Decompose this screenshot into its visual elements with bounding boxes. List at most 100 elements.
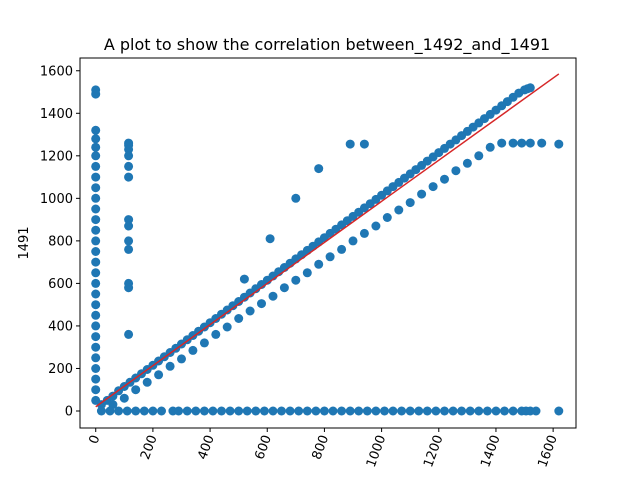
data-point xyxy=(348,236,358,246)
data-point xyxy=(371,406,381,416)
data-point xyxy=(405,198,415,208)
data-point xyxy=(245,306,255,316)
data-point xyxy=(359,139,369,149)
data-point xyxy=(234,406,244,416)
data-point xyxy=(91,215,101,225)
data-point xyxy=(414,406,424,416)
data-point xyxy=(294,406,304,416)
data-point xyxy=(508,138,518,148)
data-point xyxy=(165,361,175,371)
data-point xyxy=(279,283,289,293)
x-tick-label: 1200 xyxy=(421,433,446,469)
x-tick-label: 800 xyxy=(310,433,333,461)
y-tick-label: 0 xyxy=(65,404,73,419)
data-point xyxy=(239,274,249,284)
data-point xyxy=(124,236,134,246)
data-point xyxy=(265,234,275,244)
data-point xyxy=(91,151,101,161)
fit-line-group xyxy=(95,73,560,408)
x-tick-label: 400 xyxy=(195,433,218,461)
y-axis-ticks: 0 200 400 600 800 1000 1200 1400 1600 xyxy=(40,64,80,419)
data-point xyxy=(91,353,101,363)
data-point xyxy=(91,321,101,331)
x-axis-ticks: 0 200 400 600 800 1000 1200 1400 1600 xyxy=(87,428,561,469)
data-point xyxy=(91,204,101,214)
data-point xyxy=(537,138,547,148)
data-point xyxy=(124,144,134,154)
data-point xyxy=(142,377,152,387)
data-point xyxy=(91,172,101,182)
data-point xyxy=(314,259,324,269)
data-point xyxy=(462,158,472,168)
data-point xyxy=(531,406,541,416)
data-point xyxy=(91,364,101,373)
data-point xyxy=(451,166,461,176)
data-point xyxy=(91,225,101,235)
data-point xyxy=(465,406,475,416)
data-point xyxy=(199,338,209,348)
data-point xyxy=(91,268,101,278)
y-tick-label: 400 xyxy=(48,319,73,334)
data-point xyxy=(345,406,355,416)
data-point xyxy=(91,342,101,352)
data-point xyxy=(91,289,101,299)
data-point xyxy=(108,391,118,401)
data-point xyxy=(91,310,101,320)
y-tick-label: 600 xyxy=(48,277,73,292)
data-point xyxy=(191,406,201,416)
data-point xyxy=(131,406,141,416)
fit-line xyxy=(95,73,560,408)
data-point xyxy=(554,139,564,149)
data-point xyxy=(96,406,106,416)
data-point xyxy=(285,406,295,416)
data-point xyxy=(325,252,335,262)
data-point xyxy=(517,138,527,148)
data-point xyxy=(91,142,101,152)
data-point xyxy=(382,213,392,222)
data-point xyxy=(485,142,495,152)
data-point xyxy=(91,161,101,171)
data-point xyxy=(124,283,134,293)
data-point xyxy=(268,291,278,301)
data-point xyxy=(337,406,347,416)
y-tick-label: 1600 xyxy=(40,64,73,79)
data-point xyxy=(91,125,101,135)
data-point xyxy=(91,247,101,256)
data-point xyxy=(302,406,312,416)
data-point xyxy=(314,164,324,174)
data-point xyxy=(302,268,312,278)
data-point xyxy=(405,406,415,416)
data-point xyxy=(474,406,484,416)
data-point xyxy=(188,345,198,355)
data-point xyxy=(291,193,301,203)
data-point xyxy=(91,374,101,384)
data-point xyxy=(154,370,164,380)
y-tick-label: 1000 xyxy=(40,192,73,207)
data-point xyxy=(525,138,535,148)
data-point xyxy=(277,406,286,416)
data-point xyxy=(124,172,134,182)
y-axis-label: 1491 xyxy=(17,226,32,259)
data-point xyxy=(257,299,266,309)
data-point xyxy=(242,406,252,416)
data-point xyxy=(354,406,364,416)
x-tick-label: 200 xyxy=(138,433,161,461)
data-point xyxy=(431,406,441,416)
data-point xyxy=(119,393,129,403)
data-point xyxy=(474,151,484,161)
data-point xyxy=(124,215,134,225)
data-point xyxy=(371,221,381,231)
data-point xyxy=(440,406,449,416)
data-point xyxy=(222,322,232,332)
data-point xyxy=(157,406,166,416)
data-point xyxy=(500,406,509,416)
data-point xyxy=(359,228,369,238)
x-tick-label: 600 xyxy=(252,433,275,461)
x-tick-label: 1000 xyxy=(364,433,389,469)
data-point xyxy=(91,278,101,288)
data-point xyxy=(417,189,427,199)
data-point xyxy=(105,406,115,416)
data-point xyxy=(291,275,301,285)
data-point xyxy=(448,406,458,416)
